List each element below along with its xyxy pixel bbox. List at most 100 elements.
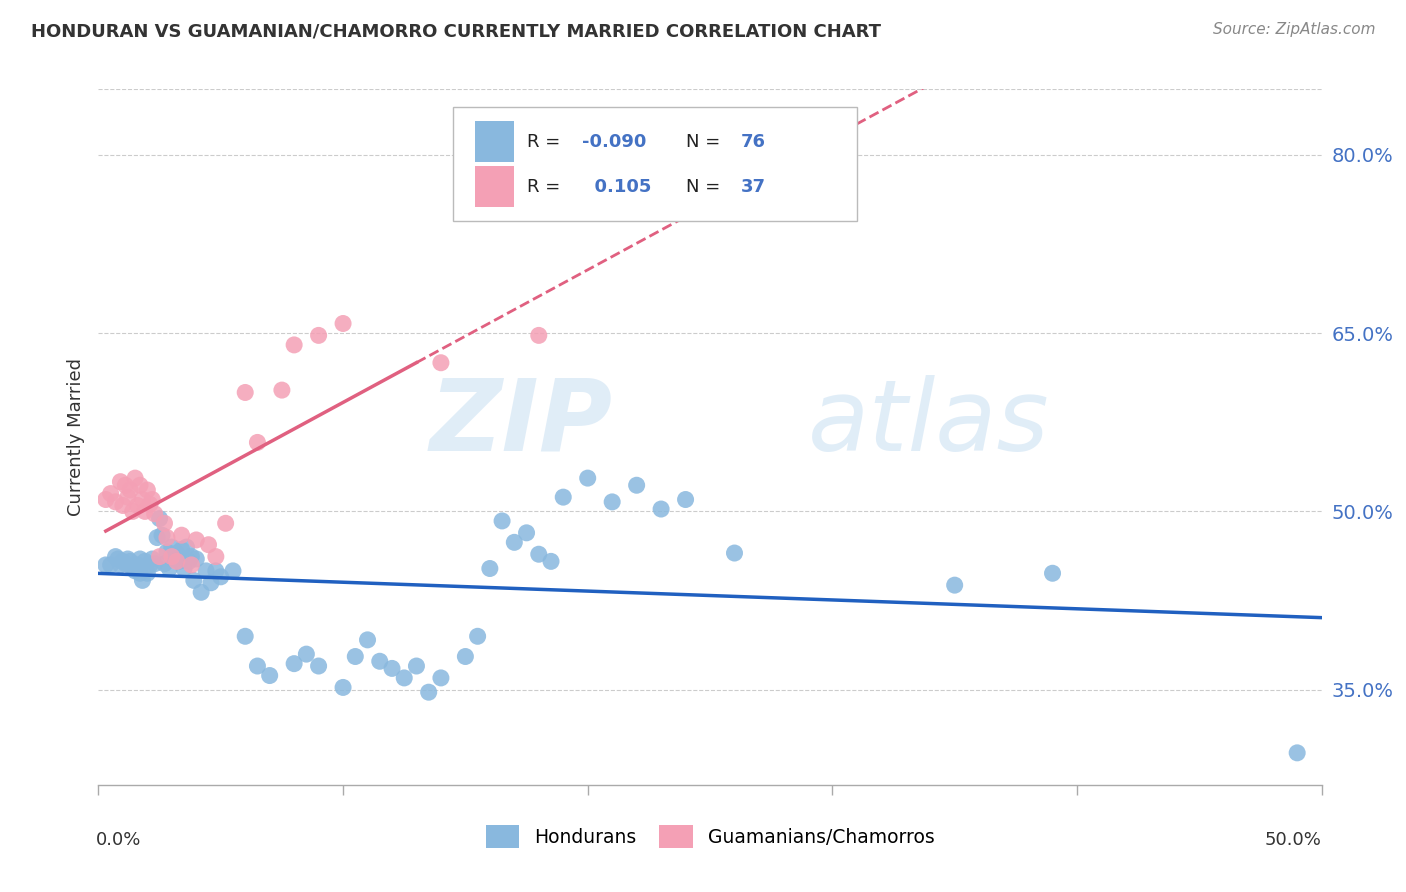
Point bbox=[180, 549, 202, 564]
Point bbox=[1286, 746, 1309, 760]
Point bbox=[723, 546, 745, 560]
Point bbox=[283, 657, 305, 671]
Point bbox=[139, 558, 162, 572]
Point bbox=[183, 574, 205, 588]
Point bbox=[392, 671, 416, 685]
Point bbox=[246, 659, 269, 673]
Text: 50.0%: 50.0% bbox=[1265, 831, 1322, 849]
Text: N =: N = bbox=[686, 178, 725, 195]
Point bbox=[246, 435, 269, 450]
Point bbox=[418, 685, 440, 699]
Point bbox=[259, 668, 281, 682]
Point bbox=[173, 561, 195, 575]
Point bbox=[153, 516, 176, 531]
Point bbox=[430, 356, 453, 370]
Point bbox=[214, 516, 236, 531]
Point bbox=[129, 552, 152, 566]
Text: R =: R = bbox=[527, 133, 565, 151]
Point bbox=[430, 671, 453, 685]
Point bbox=[111, 499, 134, 513]
Text: Source: ZipAtlas.com: Source: ZipAtlas.com bbox=[1212, 22, 1375, 37]
Text: HONDURAN VS GUAMANIAN/CHAMORRO CURRENTLY MARRIED CORRELATION CHART: HONDURAN VS GUAMANIAN/CHAMORRO CURRENTLY… bbox=[31, 22, 882, 40]
Text: 37: 37 bbox=[741, 178, 766, 195]
Point bbox=[160, 549, 183, 564]
Text: atlas: atlas bbox=[808, 375, 1049, 472]
Point bbox=[553, 490, 575, 504]
Text: 76: 76 bbox=[741, 133, 766, 151]
Point bbox=[149, 549, 172, 564]
Point bbox=[515, 525, 537, 540]
Point bbox=[186, 533, 208, 547]
Point bbox=[141, 492, 163, 507]
Point bbox=[308, 659, 330, 673]
Point bbox=[1042, 566, 1064, 581]
Point bbox=[166, 546, 188, 560]
Point bbox=[114, 478, 136, 492]
Point bbox=[136, 483, 159, 497]
Point bbox=[121, 504, 143, 518]
Point bbox=[127, 558, 149, 572]
Point bbox=[943, 578, 966, 592]
Point bbox=[368, 654, 391, 668]
Point bbox=[139, 497, 162, 511]
Point bbox=[117, 490, 139, 504]
Point bbox=[186, 552, 208, 566]
Point bbox=[160, 540, 183, 554]
Point bbox=[124, 564, 146, 578]
Point bbox=[233, 629, 256, 643]
Point bbox=[205, 564, 228, 578]
Point bbox=[156, 545, 179, 559]
Point bbox=[650, 502, 672, 516]
Point bbox=[120, 554, 142, 568]
Point bbox=[478, 561, 501, 575]
Point bbox=[104, 495, 127, 509]
Point bbox=[675, 492, 697, 507]
Point bbox=[176, 540, 198, 554]
Point bbox=[129, 478, 152, 492]
Point bbox=[94, 492, 117, 507]
Point bbox=[540, 554, 562, 568]
Y-axis label: Currently Married: Currently Married bbox=[66, 358, 84, 516]
Point bbox=[150, 528, 173, 542]
Point bbox=[143, 557, 166, 571]
Point bbox=[200, 575, 222, 590]
Point bbox=[131, 574, 153, 588]
Point bbox=[166, 554, 188, 568]
Point bbox=[180, 558, 202, 572]
Point bbox=[356, 632, 378, 647]
Point bbox=[600, 495, 623, 509]
FancyBboxPatch shape bbox=[475, 121, 515, 162]
Point bbox=[527, 328, 550, 343]
Text: N =: N = bbox=[686, 133, 725, 151]
Point bbox=[124, 471, 146, 485]
Point bbox=[177, 554, 200, 568]
Point bbox=[381, 661, 404, 675]
Point bbox=[491, 514, 513, 528]
Point bbox=[136, 566, 159, 581]
Point bbox=[156, 531, 179, 545]
Point bbox=[626, 478, 648, 492]
Point bbox=[332, 317, 354, 331]
Point bbox=[134, 554, 156, 568]
Point bbox=[295, 647, 318, 661]
Text: R =: R = bbox=[527, 178, 565, 195]
Point bbox=[233, 385, 256, 400]
Point bbox=[100, 486, 122, 500]
Point bbox=[141, 552, 163, 566]
Point bbox=[163, 552, 186, 566]
Text: 0.0%: 0.0% bbox=[96, 831, 141, 849]
Point bbox=[332, 681, 354, 695]
Point bbox=[405, 659, 427, 673]
Point bbox=[129, 566, 152, 581]
Point bbox=[170, 542, 193, 557]
Point bbox=[197, 538, 219, 552]
Point bbox=[467, 629, 489, 643]
FancyBboxPatch shape bbox=[453, 106, 856, 221]
Point bbox=[110, 558, 132, 572]
Legend: Hondurans, Guamanians/Chamorros: Hondurans, Guamanians/Chamorros bbox=[478, 818, 942, 855]
Point bbox=[222, 564, 245, 578]
Point bbox=[107, 552, 129, 566]
Point bbox=[120, 483, 142, 497]
Point bbox=[121, 561, 143, 575]
Point bbox=[308, 328, 330, 343]
